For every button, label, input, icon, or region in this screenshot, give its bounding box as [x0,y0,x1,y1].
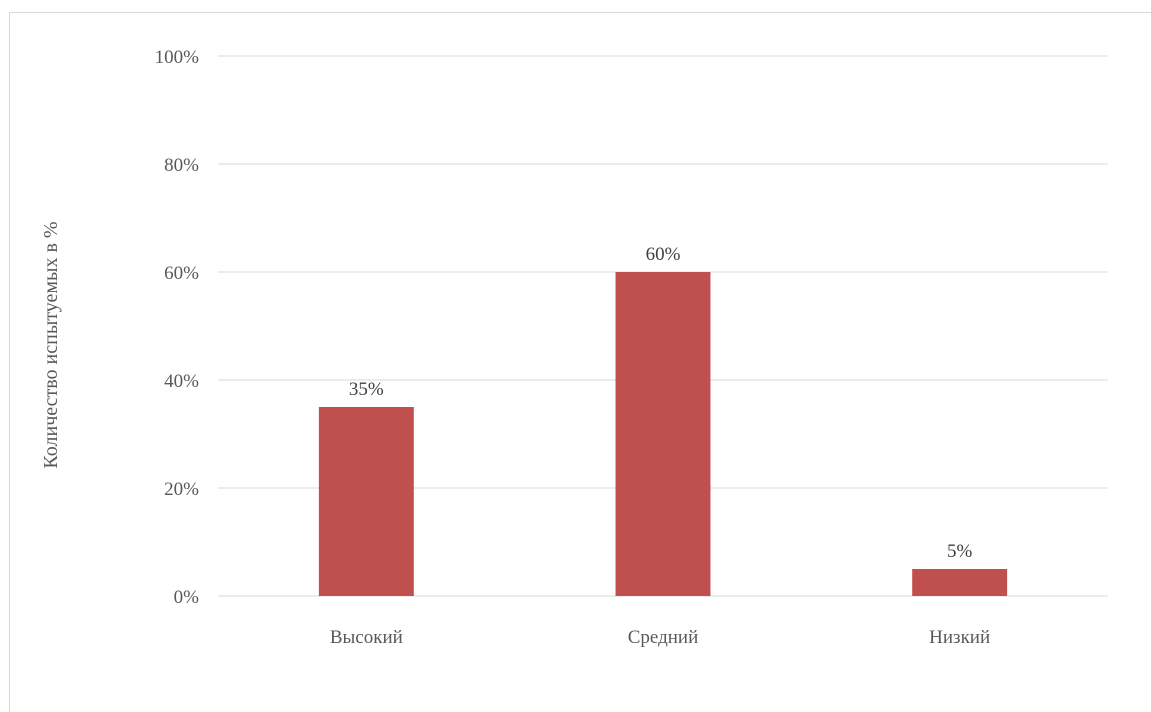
y-tick-label: 0% [174,587,200,608]
y-tick-label: 80% [164,155,199,176]
bar [912,569,1008,596]
y-axis-ticks: 0% 20% 40% 60% 80% 100% [155,47,200,608]
bars [318,272,1008,596]
y-tick-label: 100% [155,47,200,68]
x-axis-ticks: Высокий Средний Низкий [330,627,990,648]
x-tick-label: Высокий [330,627,403,648]
y-tick-label: 40% [164,371,199,392]
bar [318,407,414,596]
chart-frame [9,12,1151,712]
y-tick-label: 60% [164,263,199,284]
y-axis-title: Количество испытуемых в % [40,221,62,468]
x-tick-label: Низкий [929,627,990,648]
bar [615,272,711,596]
bar-data-label: 5% [947,541,973,562]
data-labels: 35% 60% 5% [349,244,973,562]
bar-data-label: 35% [349,379,384,400]
y-tick-label: 20% [164,479,199,500]
bar-chart: 0% 20% 40% 60% 80% 100% 35% 60% 5% Высокий Средн… [40,47,1108,648]
x-tick-label: Средний [628,627,699,648]
bar-data-label: 60% [646,244,681,265]
